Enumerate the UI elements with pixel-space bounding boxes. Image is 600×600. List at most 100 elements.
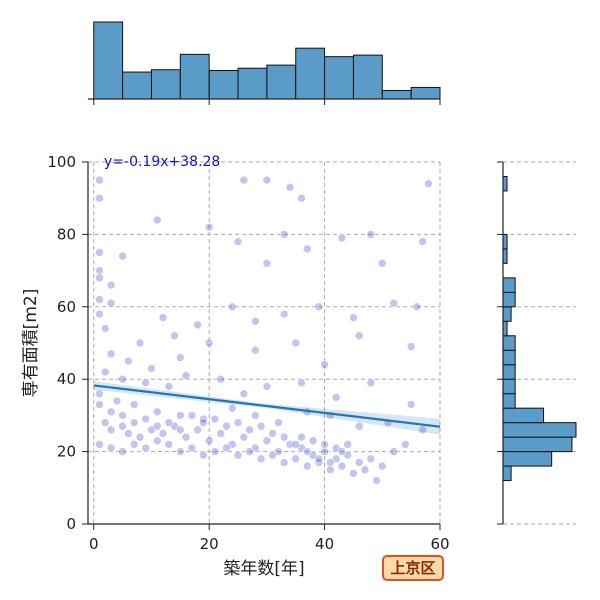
- scatter-point: [349, 469, 358, 478]
- scatter-point: [297, 193, 306, 203]
- y-histogram-bar: [502, 349, 516, 366]
- scatter-point: [158, 429, 168, 438]
- scatter-point: [176, 447, 185, 456]
- scatter-point: [118, 374, 127, 384]
- y-histogram-bar: [502, 364, 516, 380]
- scatter-point: [343, 440, 352, 449]
- scatter-point: [118, 421, 127, 431]
- y-histogram-bar: [502, 335, 516, 351]
- scatter-point: [118, 251, 127, 261]
- scatter-point: [129, 400, 139, 409]
- x-histogram-bar: [93, 21, 124, 100]
- y-histogram-bar: [502, 378, 516, 395]
- scatter-point: [199, 414, 208, 424]
- y-tick-label: 80: [57, 225, 76, 243]
- scatter-point: [337, 447, 347, 456]
- scatter-point: [95, 440, 104, 449]
- scatter-point: [262, 259, 272, 268]
- scatter-point: [262, 175, 272, 185]
- scatter-point: [222, 443, 231, 453]
- x-histogram-bar: [122, 71, 152, 100]
- scatter-point: [181, 432, 191, 442]
- x-tick-label: 60: [430, 535, 449, 553]
- scatter-point: [291, 440, 301, 449]
- y-histogram-bar: [502, 422, 577, 438]
- scatter-point: [268, 429, 277, 438]
- scatter-point: [95, 309, 104, 319]
- y-histogram-bar: [502, 320, 508, 337]
- scatter-point: [262, 436, 272, 446]
- regression-equation: y=-0.19x+38.28: [104, 154, 220, 170]
- trend-line: [93, 384, 441, 428]
- scatter-point: [360, 465, 370, 475]
- y-histogram-bar: [502, 175, 508, 192]
- x-histogram-bar: [295, 47, 326, 100]
- scatter-point: [366, 230, 376, 239]
- scatter-point: [337, 233, 347, 243]
- scatter-point: [320, 360, 329, 370]
- scatter-point: [349, 313, 358, 322]
- y-histogram-bar: [502, 233, 508, 250]
- x-histogram-bar: [208, 70, 239, 100]
- y-histogram-bar: [502, 436, 573, 453]
- x-tick-label: 0: [89, 535, 99, 553]
- scatter-point: [187, 411, 197, 420]
- y-tick-label: 40: [57, 370, 76, 388]
- scatter-point: [210, 447, 220, 456]
- scatter-point: [251, 345, 260, 355]
- scatter-point: [354, 331, 364, 341]
- ward-badge: 上京区: [382, 555, 444, 581]
- scatter-point: [193, 320, 202, 330]
- scatter-point: [227, 302, 237, 312]
- scatter-point: [297, 432, 306, 442]
- scatter-point: [389, 298, 399, 308]
- scatter-point: [216, 374, 226, 384]
- x-histogram-bar: [237, 67, 268, 100]
- scatter-point: [176, 411, 185, 420]
- scatter-point: [118, 411, 127, 420]
- scatter-point: [251, 316, 260, 326]
- scatter-point: [129, 440, 139, 449]
- scatter-point: [193, 425, 202, 435]
- scatter-point: [164, 382, 174, 391]
- scatter-point: [239, 389, 249, 398]
- scatter-point: [401, 440, 410, 449]
- scatter-point: [95, 193, 104, 203]
- scatter-point: [239, 432, 249, 442]
- scatter-point: [279, 230, 289, 239]
- y-histogram-bar: [502, 465, 512, 482]
- x-histogram-bar: [266, 64, 297, 100]
- scatter-point: [354, 458, 364, 467]
- scatter-point: [106, 425, 116, 435]
- scatter-point: [354, 421, 364, 431]
- scatter-point: [106, 443, 116, 453]
- scatter-point: [106, 407, 116, 417]
- scatter-point: [406, 342, 416, 351]
- scatter-point: [233, 237, 243, 246]
- scatter-point: [199, 450, 208, 460]
- y-histogram-bar: [502, 407, 545, 424]
- scatter-point: [152, 215, 162, 225]
- scatter-point: [129, 418, 139, 427]
- scatter-point: [314, 302, 324, 312]
- x-histogram-bar: [410, 86, 441, 100]
- y-tick-label: 60: [57, 298, 76, 316]
- scatter-point: [227, 403, 237, 413]
- scatter-point: [164, 418, 174, 427]
- scatter-point: [377, 461, 387, 471]
- scatter-point: [424, 179, 433, 189]
- scatter-point: [302, 461, 312, 471]
- x-tick-label: 20: [200, 535, 219, 553]
- scatter-point: [331, 392, 341, 402]
- scatter-point: [320, 440, 329, 449]
- y-tick-label: 0: [66, 515, 76, 533]
- scatter-point: [95, 295, 104, 304]
- scatter-point: [268, 450, 277, 460]
- y-histogram-bar: [502, 291, 516, 308]
- scatter-point: [412, 302, 422, 312]
- y-histogram-bar: [502, 277, 516, 293]
- scatter-point: [135, 432, 145, 442]
- scatter-point: [95, 389, 104, 398]
- scatter-point: [141, 443, 151, 453]
- scatter-point: [95, 400, 104, 409]
